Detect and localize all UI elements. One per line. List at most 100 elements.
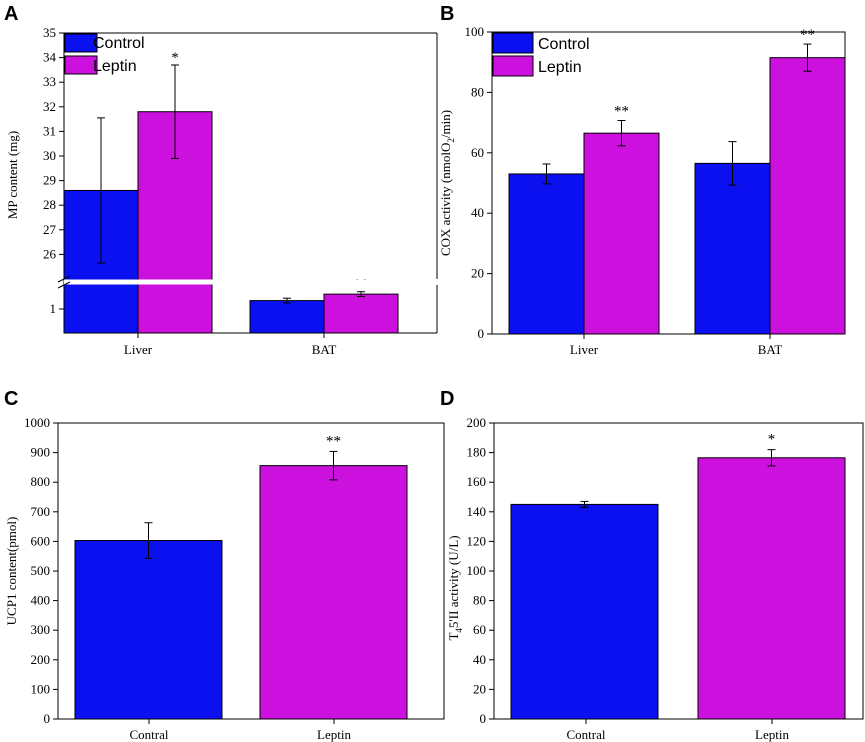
bar-leptin-bat <box>323 293 399 334</box>
bar-contral <box>510 503 659 720</box>
x-ticks: Liver BAT <box>124 333 336 357</box>
y-tick-label: 800 <box>31 474 51 489</box>
panel-a: A MP content (mg) *** 262728293031323334… <box>4 3 438 357</box>
y-tick-label: 300 <box>31 622 51 637</box>
y-axis-title: MP content (mg) <box>5 131 20 219</box>
x-tick-label: Contral <box>130 727 169 742</box>
y-tick-label: 0 <box>480 711 487 726</box>
legend-swatch-leptin <box>64 55 98 75</box>
y-ticks: 26 27 28 29 30 31 32 33 34 35 1 <box>43 25 64 316</box>
significance-marker: ** <box>354 277 369 293</box>
y-tick-label: 180 <box>467 445 487 460</box>
panel-letter: C <box>4 388 18 410</box>
y-tick-label: 120 <box>467 533 487 548</box>
plot-frame <box>57 422 445 720</box>
significance-marker: ** <box>326 433 341 449</box>
panel-d: D T45'II activity (U/L) * 0 20 40 60 80 100 12… <box>440 388 864 742</box>
legend-label-leptin: Leptin <box>538 59 582 76</box>
panel-letter: B <box>440 3 454 25</box>
y-tick-label: 600 <box>31 533 51 548</box>
y-tick-label: 34 <box>43 50 57 65</box>
bar-contral <box>74 540 223 720</box>
y-tick-label: 80 <box>473 593 486 608</box>
y-tick-label: 160 <box>467 474 487 489</box>
plot-frame <box>491 31 846 335</box>
y-axis-title: UCP1 content(pmol) <box>4 517 19 626</box>
panel-c: C UCP1 content(pmol) ** 0 100 200 300 400 500… <box>4 388 445 742</box>
y-tick-label: 400 <box>31 593 51 608</box>
x-tick-label: BAT <box>312 342 337 357</box>
y-tick-label: 31 <box>43 123 56 138</box>
plot-frame <box>493 422 864 720</box>
y-tick-label: 200 <box>467 415 487 430</box>
legend: Control Leptin <box>64 33 145 75</box>
y-tick-label: 35 <box>43 25 56 40</box>
bar-leptin-bat <box>769 57 846 335</box>
y-tick-label: 1000 <box>24 415 50 430</box>
x-ticks: Liver BAT <box>570 334 782 357</box>
x-tick-label: Contral <box>567 727 606 742</box>
y-tick-label: 60 <box>471 145 484 160</box>
x-tick-label: Liver <box>570 342 599 357</box>
significance-marker: ** <box>614 103 629 119</box>
legend: Control Leptin <box>492 32 590 77</box>
y-tick-label: 32 <box>43 99 56 114</box>
bars-group: ** <box>74 433 408 720</box>
y-tick-label: 30 <box>43 148 56 163</box>
panel-letter: A <box>4 3 18 25</box>
panel-b: B COX activity (nmolO2/min) ** ** 0 20 40 60… <box>438 3 846 357</box>
y-tick-label: 80 <box>471 84 484 99</box>
axis-break-band <box>64 279 437 285</box>
y-tick-label: 40 <box>471 205 484 220</box>
y-tick-label: 100 <box>467 563 487 578</box>
legend-swatch-control <box>64 33 98 53</box>
y-tick-label: 0 <box>478 326 485 341</box>
x-ticks: Contral Leptin <box>567 719 789 742</box>
y-tick-label: 100 <box>31 681 51 696</box>
y-tick-label: 0 <box>44 711 51 726</box>
axis-break-mark <box>57 281 71 289</box>
bars-group: *** <box>63 50 399 334</box>
y-tick-label: 33 <box>43 74 56 89</box>
legend-swatch-control <box>492 32 534 54</box>
x-tick-label: Leptin <box>755 727 789 742</box>
y-ticks: 0 20 40 60 80 100 120 140 160 180 200 <box>467 415 494 726</box>
axis-break-mark <box>57 275 71 283</box>
y-tick-label: 700 <box>31 504 51 519</box>
bar-control-bat <box>694 162 771 335</box>
y-tick-label: 26 <box>43 246 57 261</box>
bars-group: * <box>510 432 846 720</box>
y-tick-label: 29 <box>43 173 56 188</box>
x-tick-label: Leptin <box>317 727 351 742</box>
legend-label-control: Control <box>93 35 145 52</box>
x-ticks: Contral Leptin <box>130 719 351 742</box>
y-tick-label: 1 <box>50 301 57 316</box>
y-ticks: 0 20 40 60 80 100 <box>465 24 492 341</box>
y-tick-label: 20 <box>473 681 486 696</box>
y-tick-label: 28 <box>43 197 56 212</box>
significance-marker: * <box>171 50 179 66</box>
legend-label-control: Control <box>538 36 590 53</box>
panel-letter: D <box>440 388 454 410</box>
bar-leptin <box>259 465 408 720</box>
y-tick-label: 200 <box>31 652 51 667</box>
y-axis-title: COX activity (nmolO2/min) <box>438 110 456 256</box>
y-tick-label: 140 <box>467 504 487 519</box>
x-tick-label: Liver <box>124 342 153 357</box>
y-ticks: 0 100 200 300 400 500 600 700 800 900 1000 <box>24 415 58 726</box>
legend-label-leptin: Leptin <box>93 58 137 75</box>
bar-leptin-liver <box>583 132 660 335</box>
y-tick-label: 27 <box>43 222 57 237</box>
bar-leptin <box>697 457 846 720</box>
y-tick-label: 40 <box>473 652 486 667</box>
legend-swatch-leptin <box>492 55 534 77</box>
x-tick-label: BAT <box>758 342 783 357</box>
bar-control-liver <box>508 173 585 335</box>
bar-control-bat <box>249 300 325 334</box>
y-axis-title: T45'II activity (U/L) <box>446 535 464 640</box>
y-tick-label: 100 <box>465 24 485 39</box>
y-tick-label: 500 <box>31 563 51 578</box>
significance-marker: ** <box>800 27 815 43</box>
bars-group: ** ** <box>508 27 846 335</box>
